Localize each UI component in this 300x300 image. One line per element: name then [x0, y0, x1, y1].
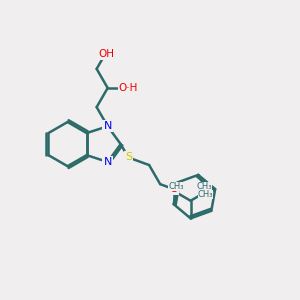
Text: O·H: O·H [118, 83, 138, 93]
Text: CH₃: CH₃ [169, 182, 184, 190]
Text: N: N [103, 157, 112, 167]
Text: S: S [125, 152, 132, 163]
Text: O: O [169, 184, 178, 194]
Text: CH₃: CH₃ [198, 190, 213, 199]
Text: OH: OH [98, 50, 114, 59]
Text: N: N [103, 121, 112, 131]
Text: CH₃: CH₃ [197, 182, 212, 190]
